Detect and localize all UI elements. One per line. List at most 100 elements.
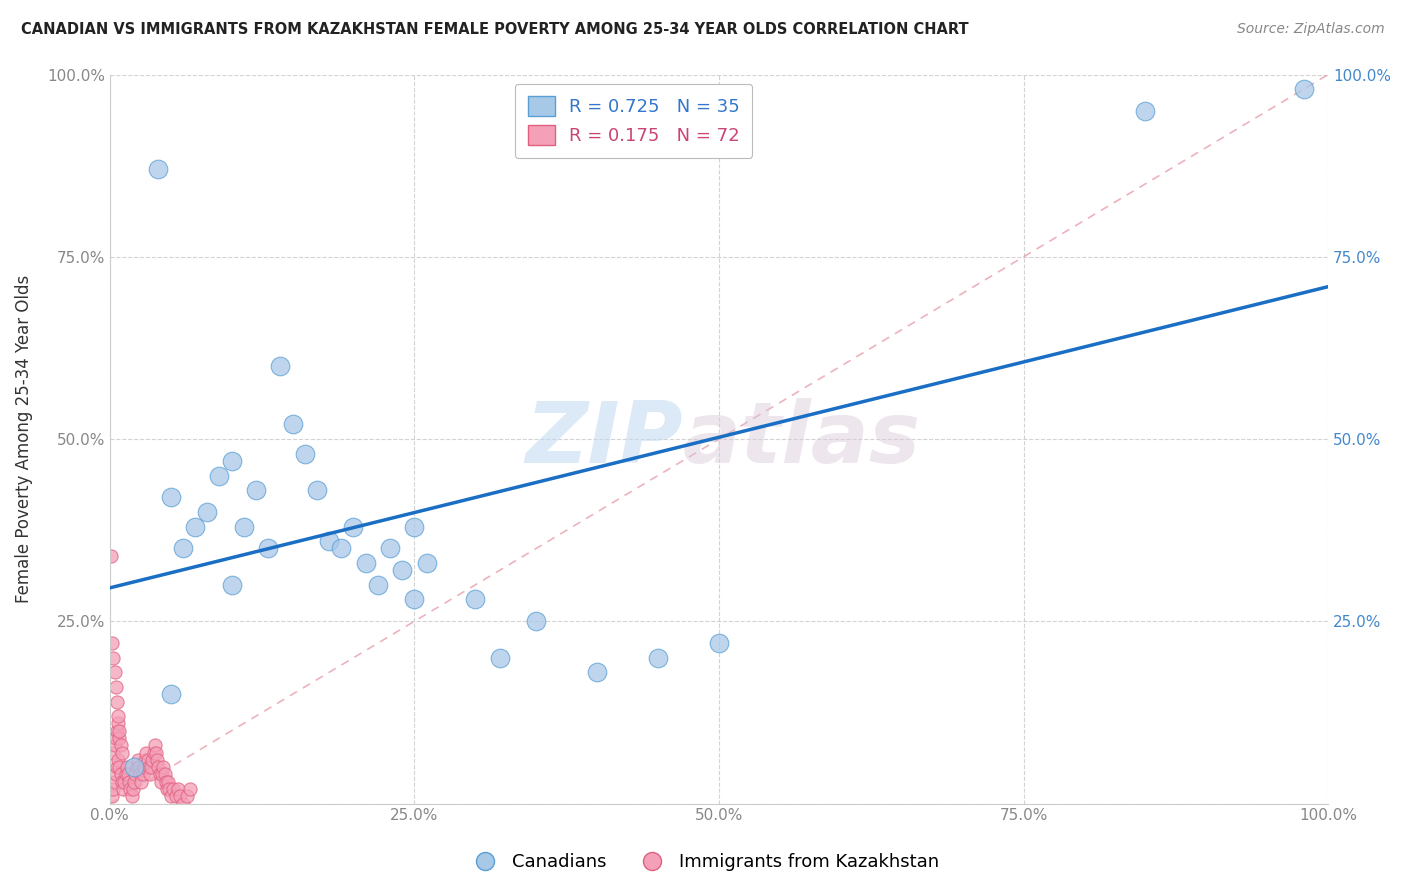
Point — [134, 753, 156, 767]
Point — [165, 789, 187, 804]
Point — [121, 789, 143, 804]
Point — [104, 739, 127, 753]
Point — [169, 789, 191, 804]
Point — [378, 541, 401, 556]
Point — [104, 767, 127, 781]
Point — [135, 746, 157, 760]
Point — [155, 774, 177, 789]
Point — [148, 760, 170, 774]
Point — [221, 454, 243, 468]
Point — [488, 650, 510, 665]
Point — [122, 782, 145, 797]
Point — [172, 797, 194, 811]
Text: ZIP: ZIP — [524, 398, 682, 481]
Text: Source: ZipAtlas.com: Source: ZipAtlas.com — [1237, 22, 1385, 37]
Point — [117, 767, 139, 781]
Legend: R = 0.725   N = 35, R = 0.175   N = 72: R = 0.725 N = 35, R = 0.175 N = 72 — [515, 84, 752, 158]
Point — [150, 767, 173, 781]
Point — [104, 680, 127, 694]
Y-axis label: Female Poverty Among 25-34 Year Olds: Female Poverty Among 25-34 Year Olds — [15, 275, 32, 603]
Point — [707, 636, 730, 650]
Point — [114, 767, 136, 781]
Point — [104, 665, 127, 680]
Legend: Canadians, Immigrants from Kazakhstan: Canadians, Immigrants from Kazakhstan — [460, 847, 946, 879]
Point — [152, 760, 174, 774]
Point — [195, 505, 218, 519]
Point — [367, 578, 389, 592]
Point — [118, 774, 141, 789]
Point — [179, 782, 201, 797]
Point — [269, 359, 291, 373]
Point — [143, 739, 166, 753]
Point — [110, 767, 132, 781]
Point — [159, 491, 181, 505]
Point — [305, 483, 328, 497]
Point — [257, 541, 280, 556]
Point — [145, 746, 167, 760]
Point — [162, 782, 184, 797]
Point — [111, 774, 134, 789]
Point — [159, 687, 181, 701]
Point — [464, 592, 486, 607]
Point — [108, 731, 131, 745]
Point — [131, 774, 153, 789]
Point — [148, 162, 170, 177]
Point — [149, 767, 172, 781]
Text: CANADIAN VS IMMIGRANTS FROM KAZAKHSTAN FEMALE POVERTY AMONG 25-34 YEAR OLDS CORR: CANADIAN VS IMMIGRANTS FROM KAZAKHSTAN F… — [21, 22, 969, 37]
Point — [107, 716, 129, 731]
Point — [245, 483, 267, 497]
Point — [110, 739, 132, 753]
Point — [153, 767, 176, 781]
Point — [120, 782, 142, 797]
Point — [524, 615, 547, 629]
Point — [647, 650, 669, 665]
Point — [404, 592, 426, 607]
Point — [294, 447, 316, 461]
Point — [354, 556, 377, 570]
Point — [131, 767, 153, 781]
Point — [142, 746, 165, 760]
Point — [128, 760, 150, 774]
Point — [141, 753, 163, 767]
Point — [103, 746, 125, 760]
Point — [105, 694, 128, 708]
Point — [122, 760, 145, 774]
Point — [129, 767, 152, 781]
Point — [100, 549, 122, 563]
Point — [111, 746, 134, 760]
Point — [104, 731, 127, 745]
Point — [101, 789, 124, 804]
Point — [208, 468, 231, 483]
Point — [149, 774, 172, 789]
Point — [586, 665, 609, 680]
Point — [107, 753, 129, 767]
Point — [330, 541, 353, 556]
Text: atlas: atlas — [682, 398, 921, 481]
Point — [112, 782, 135, 797]
Point — [318, 534, 340, 549]
Point — [342, 519, 364, 533]
Point — [232, 519, 254, 533]
Point — [159, 789, 181, 804]
Point — [159, 782, 181, 797]
Point — [115, 760, 138, 774]
Point — [127, 753, 149, 767]
Point — [391, 563, 413, 577]
Point — [103, 650, 125, 665]
Point — [107, 709, 129, 723]
Point — [139, 767, 162, 781]
Point — [1135, 103, 1157, 118]
Point — [104, 774, 127, 789]
Point — [138, 760, 160, 774]
Point — [141, 760, 163, 774]
Point — [112, 774, 135, 789]
Point — [1292, 82, 1315, 96]
Point — [105, 760, 128, 774]
Point — [101, 636, 124, 650]
Point — [125, 760, 148, 774]
Point — [122, 774, 145, 789]
Point — [156, 782, 179, 797]
Point — [404, 519, 426, 533]
Point — [103, 782, 125, 797]
Point — [415, 556, 437, 570]
